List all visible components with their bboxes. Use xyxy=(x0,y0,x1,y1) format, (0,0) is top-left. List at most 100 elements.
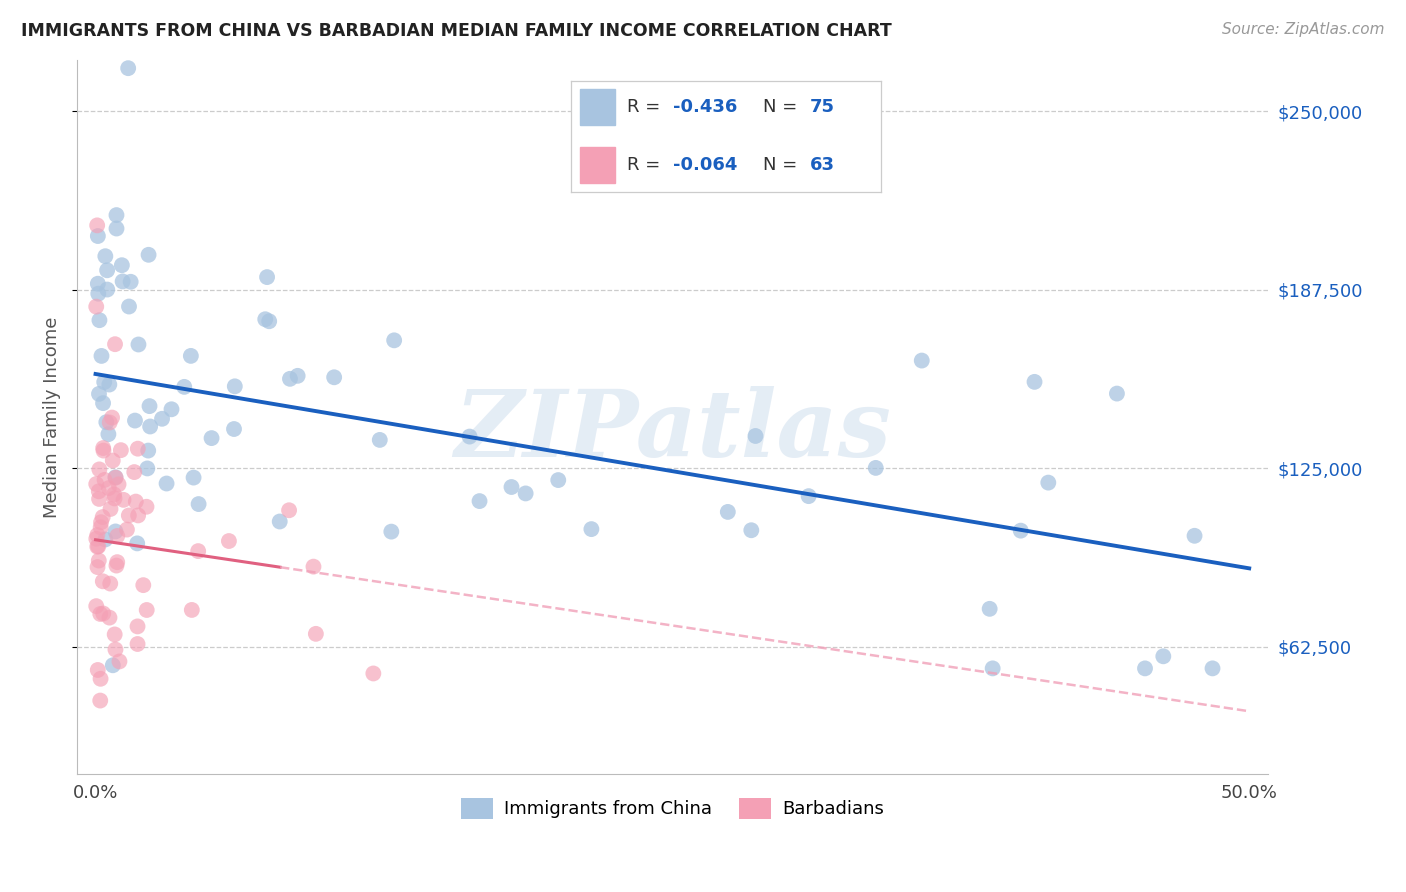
Point xyxy=(104,337,127,351)
Point xyxy=(107,477,129,491)
Point xyxy=(104,642,127,657)
Point xyxy=(717,505,740,519)
Point xyxy=(104,627,127,641)
Point xyxy=(87,553,110,567)
Point xyxy=(97,427,120,442)
Point xyxy=(89,693,111,707)
Point xyxy=(865,461,887,475)
Point xyxy=(305,627,328,641)
Point xyxy=(93,473,115,487)
Point xyxy=(254,312,277,326)
Point xyxy=(287,368,309,383)
Point xyxy=(155,476,177,491)
Point xyxy=(86,528,108,542)
Point xyxy=(180,603,202,617)
Point xyxy=(111,274,134,288)
Point xyxy=(105,558,128,573)
Point xyxy=(981,661,1004,675)
Point xyxy=(458,429,481,443)
Point xyxy=(89,313,111,327)
Point xyxy=(91,441,114,455)
Point xyxy=(91,396,114,410)
Point xyxy=(127,536,149,550)
Point xyxy=(278,372,301,386)
Point xyxy=(135,603,157,617)
Point xyxy=(187,497,209,511)
Point xyxy=(1105,386,1128,401)
Point xyxy=(93,375,115,389)
Point xyxy=(96,263,118,277)
Point xyxy=(84,477,107,491)
Point xyxy=(111,258,134,272)
Point xyxy=(101,453,124,467)
Point xyxy=(740,523,762,537)
Point xyxy=(94,533,117,547)
Point xyxy=(224,379,246,393)
Point xyxy=(797,489,820,503)
Point xyxy=(127,637,149,651)
Point xyxy=(515,486,537,500)
Point xyxy=(86,560,108,574)
Point xyxy=(200,431,222,445)
Point xyxy=(138,248,160,262)
Point xyxy=(160,402,183,417)
Point xyxy=(127,619,149,633)
Point xyxy=(468,494,491,508)
Point xyxy=(1133,661,1156,675)
Text: IMMIGRANTS FROM CHINA VS BARBADIAN MEDIAN FAMILY INCOME CORRELATION CHART: IMMIGRANTS FROM CHINA VS BARBADIAN MEDIA… xyxy=(21,22,891,40)
Point xyxy=(218,534,240,549)
Point xyxy=(87,491,110,506)
Point xyxy=(117,61,139,75)
Point xyxy=(368,433,391,447)
Point xyxy=(103,491,125,506)
Point xyxy=(547,473,569,487)
Point xyxy=(87,229,110,244)
Point xyxy=(105,529,128,543)
Point xyxy=(105,208,128,222)
Point xyxy=(323,370,346,384)
Point xyxy=(118,508,141,523)
Point xyxy=(94,249,117,263)
Point xyxy=(127,337,149,351)
Point xyxy=(132,578,155,592)
Point xyxy=(105,221,128,235)
Point xyxy=(91,607,114,621)
Point xyxy=(112,492,135,507)
Point xyxy=(1038,475,1060,490)
Point xyxy=(380,524,402,539)
Point xyxy=(302,559,325,574)
Point xyxy=(96,283,118,297)
Point xyxy=(979,602,1001,616)
Legend: Immigrants from China, Barbadians: Immigrants from China, Barbadians xyxy=(453,790,891,826)
Point xyxy=(278,503,301,517)
Point xyxy=(105,555,128,569)
Point xyxy=(90,515,112,529)
Point xyxy=(93,443,115,458)
Point xyxy=(187,544,209,558)
Point xyxy=(127,442,149,456)
Point xyxy=(101,658,124,673)
Point xyxy=(89,607,111,621)
Point xyxy=(124,414,146,428)
Point xyxy=(183,470,205,484)
Point xyxy=(84,599,107,614)
Point xyxy=(581,522,603,536)
Point xyxy=(138,399,160,413)
Point xyxy=(1184,529,1206,543)
Point xyxy=(87,387,110,401)
Point xyxy=(124,465,146,479)
Point xyxy=(256,270,278,285)
Text: ZIPatlas: ZIPatlas xyxy=(454,386,891,476)
Point xyxy=(1201,661,1223,675)
Point xyxy=(98,610,121,624)
Point xyxy=(100,502,122,516)
Point xyxy=(87,540,110,554)
Point xyxy=(98,377,121,392)
Point xyxy=(911,353,934,368)
Point xyxy=(91,510,114,524)
Point xyxy=(139,419,162,434)
Y-axis label: Median Family Income: Median Family Income xyxy=(44,316,60,517)
Point xyxy=(90,349,112,363)
Point xyxy=(173,380,195,394)
Point xyxy=(97,481,120,495)
